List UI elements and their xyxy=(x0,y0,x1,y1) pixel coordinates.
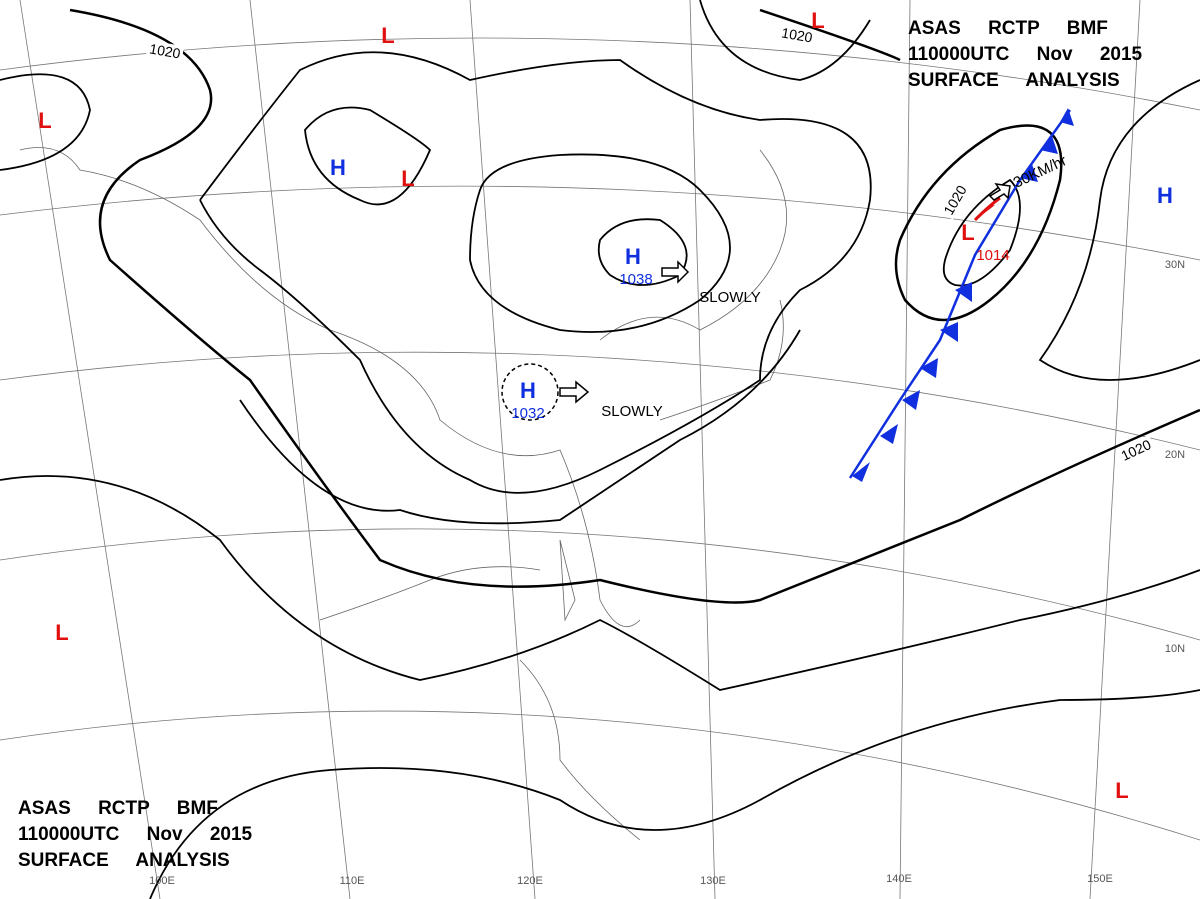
pressure-center-symbol: L xyxy=(38,108,51,133)
pressure-center-symbol: L xyxy=(381,23,394,48)
dashed-isobar xyxy=(501,363,559,421)
pressure-center-symbol: L xyxy=(1115,778,1128,803)
title-line: ASAS RCTP BMF xyxy=(908,18,1108,39)
pressure-center-value: 1032 xyxy=(511,405,544,422)
latitude-label: 30N xyxy=(1165,259,1185,271)
longitude-label: 140E xyxy=(886,873,912,885)
motion-label: SLOWLY xyxy=(699,289,760,306)
longitude-label: 120E xyxy=(517,875,543,887)
motion-label: SLOWLY xyxy=(601,403,662,420)
title-line: ASAS RCTP BMF xyxy=(18,798,218,819)
isobar-label-bg xyxy=(145,39,185,63)
latitude-label: 20N xyxy=(1165,449,1185,461)
isobar-label-bg xyxy=(1116,435,1156,465)
cold-front xyxy=(848,108,1074,482)
pressure-center-symbol: L xyxy=(961,220,974,245)
motion-arrows xyxy=(559,183,1011,404)
isobar-label-bg xyxy=(939,180,971,220)
pressure-center-symbol: L xyxy=(401,166,414,191)
pressure-center-value: 1014 xyxy=(976,247,1009,264)
latitude-label: 10N xyxy=(1165,643,1185,655)
title-line: SURFACE ANALYSIS xyxy=(18,850,230,871)
pressure-center-symbol: H xyxy=(625,244,641,269)
pressure-center-symbol: H xyxy=(520,378,536,403)
warm-front xyxy=(973,196,1001,222)
isobar-label: 1020 xyxy=(148,40,182,61)
longitude-label: 130E xyxy=(700,875,726,887)
pressure-center-symbol: L xyxy=(811,8,824,33)
pressure-center-symbol: H xyxy=(330,155,346,180)
pressure-center-symbol: H xyxy=(1157,183,1173,208)
isobar-label: 1020 xyxy=(780,24,814,45)
longitude-label: 110E xyxy=(340,875,365,887)
pressure-center-symbol: L xyxy=(55,620,68,645)
title-line: 110000UTC Nov 2015 xyxy=(18,824,253,845)
longitude-label: 100E xyxy=(149,875,175,887)
isobar-label-bg xyxy=(777,23,817,47)
pressure-center-value: 1038 xyxy=(619,271,652,288)
longitude-label: 150E xyxy=(1087,873,1113,885)
title-line: 110000UTC Nov 2015 xyxy=(908,44,1143,65)
title-line: SURFACE ANALYSIS xyxy=(908,70,1120,91)
